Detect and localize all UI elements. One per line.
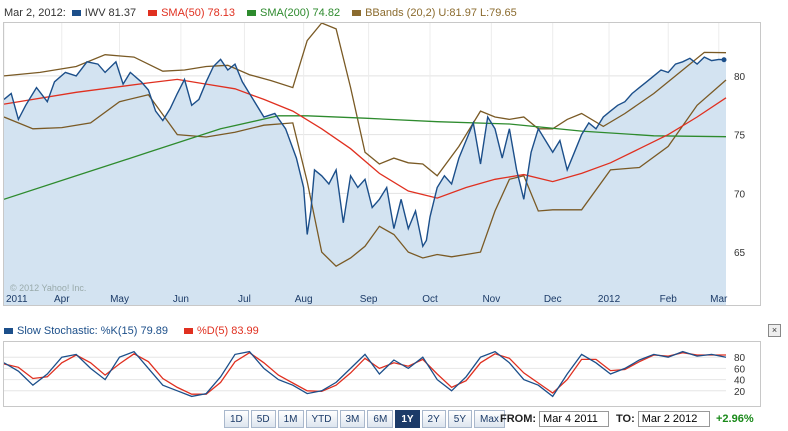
k-swatch — [4, 328, 13, 334]
bband-upper-line — [3, 22, 727, 177]
from-group: FROM: — [500, 411, 610, 427]
x-tick-label: May — [110, 294, 129, 305]
stoch-d-line — [3, 351, 726, 395]
sma200-swatch — [247, 10, 257, 16]
x-tick-label: Feb — [660, 294, 678, 305]
legend-sma50-label: SMA(50) — [161, 7, 205, 19]
legend-item-sma50: SMA(50) 78.13 — [148, 7, 235, 19]
y-tick-label: 80 — [734, 72, 746, 83]
x-tick-label: 2011 — [6, 294, 28, 305]
stochastic-chart-panel[interactable]: 20 40 60 80 — [3, 341, 761, 407]
to-group: TO: — [616, 411, 710, 427]
range-selector: 1D 5D 1M YTD 3M 6M 1Y 2Y 5Y Max — [224, 410, 507, 428]
price-legend: Mar 2, 2012: IWV 81.37 SMA(50) 78.13 SMA… — [4, 5, 529, 21]
range-button-1d[interactable]: 1D — [224, 410, 249, 428]
last-price-marker — [721, 57, 727, 63]
x-tick-label: Apr — [54, 294, 70, 305]
stochastic-legend: Slow Stochastic: %K(15) 79.89 %D(5) 83.9… — [4, 324, 275, 338]
watermark: © 2012 Yahoo! Inc. — [10, 283, 86, 293]
legend-item-d: %D(5) 83.99 — [184, 325, 259, 337]
percent-change: +2.96% — [716, 413, 754, 425]
range-button-5y[interactable]: 5Y — [447, 410, 473, 428]
x-tick-label: Jun — [173, 294, 189, 305]
y-tick-label: 65 — [734, 248, 746, 259]
x-tick-label: Nov — [482, 294, 500, 305]
legend-d-value: 83.99 — [231, 325, 259, 337]
range-button-3m[interactable]: 3M — [339, 410, 366, 428]
price-line — [3, 56, 727, 249]
iwv-swatch — [71, 10, 81, 16]
range-button-6m[interactable]: 6M — [367, 410, 394, 428]
range-button-max[interactable]: Max — [474, 410, 505, 428]
price-chart[interactable]: 65 70 75 80 2011 Apr May Jun Jul Aug Sep Oct Nov Dec 2… — [3, 22, 760, 305]
stoch-y-tick-label: 80 — [734, 353, 746, 364]
from-date-input[interactable] — [539, 411, 610, 427]
legend-item-k: Slow Stochastic: %K(15) 79.89 — [4, 325, 168, 337]
range-button-ytd[interactable]: YTD — [305, 410, 338, 428]
x-tick-label: Sep — [360, 294, 378, 305]
y-tick-label: 75 — [734, 131, 746, 142]
legend-sma200-value: 74.82 — [312, 7, 341, 19]
legend-bbands-value: U:81.97 L:79.65 — [438, 7, 517, 19]
stoch-y-tick-label: 20 — [734, 387, 746, 398]
range-button-2y[interactable]: 2Y — [421, 410, 446, 428]
sma50-swatch — [148, 10, 158, 16]
legend-d-label: %D(5) — [197, 325, 229, 337]
bbands-swatch — [352, 10, 362, 16]
range-button-1y[interactable]: 1Y — [395, 410, 420, 428]
legend-item-bbands: BBands (20,2) U:81.97 L:79.65 — [352, 7, 517, 19]
to-label: TO: — [616, 413, 635, 425]
legend-sma200-label: SMA(200) — [260, 7, 310, 19]
y-tick-label: 70 — [734, 189, 746, 200]
legend-k-label: Slow Stochastic: %K(15) — [17, 325, 138, 337]
x-tick-label: Dec — [544, 294, 562, 305]
legend-sma50-value: 78.13 — [207, 7, 236, 19]
bband-lower-line — [3, 79, 727, 268]
x-tick-label: Oct — [422, 294, 438, 305]
x-tick-label: 2012 — [598, 294, 621, 305]
legend-item-sma200: SMA(200) 74.82 — [247, 7, 340, 19]
legend-date: Mar 2, 2012: — [4, 7, 66, 19]
legend-bbands-label: BBands (20,2) — [365, 7, 436, 19]
to-date-input[interactable] — [637, 411, 710, 427]
sma50-line — [3, 78, 727, 199]
stoch-k-line — [3, 350, 727, 398]
range-button-1m[interactable]: 1M — [277, 410, 304, 428]
legend-iwv-value: 81.37 — [108, 7, 137, 19]
legend-item-iwv: IWV 81.37 — [71, 7, 137, 19]
stoch-y-tick-label: 40 — [734, 376, 746, 387]
sma200-line — [3, 115, 727, 200]
x-tick-label: Mar — [710, 294, 728, 305]
x-tick-label: Aug — [295, 294, 313, 305]
legend-iwv-label: IWV — [84, 7, 106, 19]
x-tick-label: Jul — [238, 294, 251, 305]
legend-k-value: 79.89 — [140, 325, 169, 337]
close-indicator-icon[interactable]: × — [768, 324, 781, 337]
from-label: FROM: — [500, 413, 537, 425]
range-button-5d[interactable]: 5D — [250, 410, 276, 428]
price-chart-panel[interactable]: 65 70 75 80 2011 Apr May Jun Jul Aug Sep Oct Nov Dec 2… — [3, 22, 761, 306]
stoch-y-tick-label: 60 — [734, 364, 746, 375]
d-swatch — [184, 328, 194, 334]
